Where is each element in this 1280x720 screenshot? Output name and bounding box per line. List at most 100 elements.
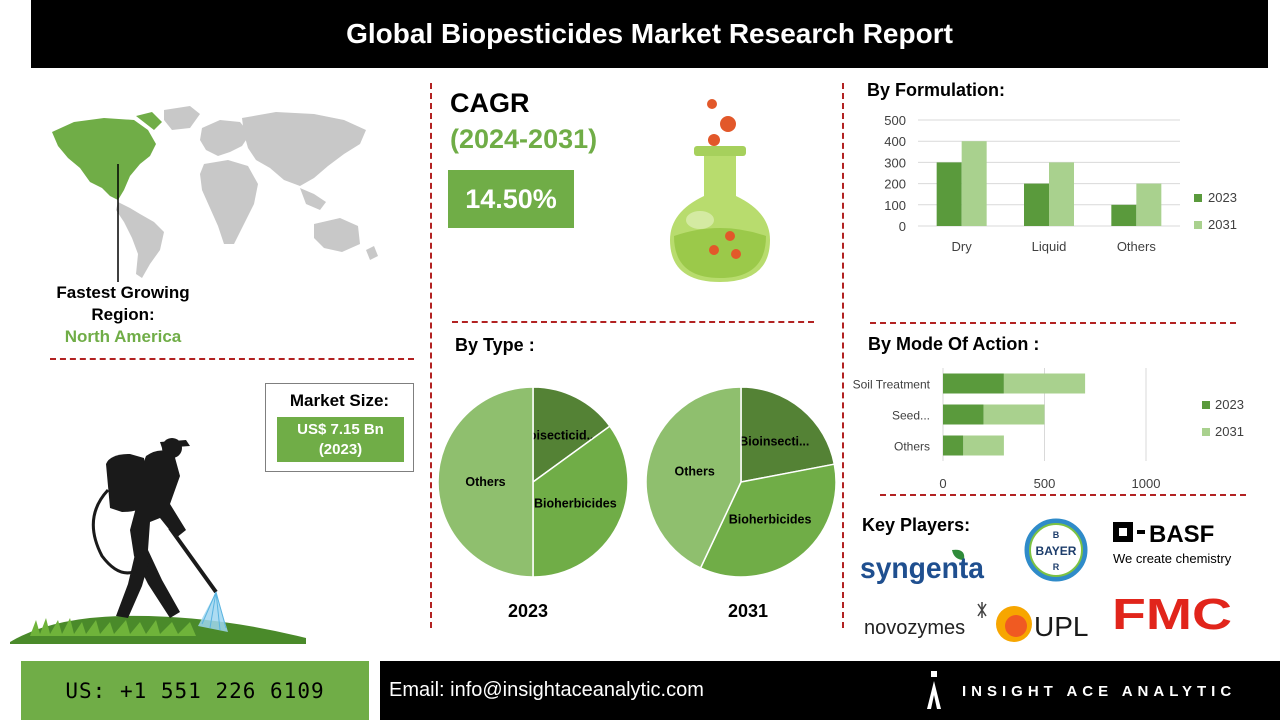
x-tick-label: 500	[1034, 476, 1056, 491]
novozymes-logo: novozymes	[864, 600, 996, 645]
north-america-shape	[52, 118, 156, 200]
bar-2023-2	[943, 435, 964, 456]
formulation-title: By Formulation:	[867, 80, 1005, 100]
upl-logo: UPL	[994, 604, 1090, 649]
bayer-logo-text: BAYER	[1036, 544, 1077, 558]
footer-brand: INSIGHT ACE ANALYTIC	[962, 683, 1237, 700]
divider-region	[50, 358, 414, 360]
pie-slice-1	[699, 463, 837, 578]
australia-shape	[314, 218, 360, 252]
basf-logo: BASF We create chemistry	[1113, 521, 1237, 574]
svg-text:R: R	[1053, 562, 1060, 572]
type-pie-2031: Bioinsecti... Bioherbicides Others	[645, 386, 837, 578]
south-america-shape	[116, 202, 164, 278]
x-tick-label: Liquid	[1032, 239, 1067, 254]
y-tick-label: Seed...	[892, 409, 930, 423]
y-tick-label: 500	[884, 113, 906, 128]
divider-formulation	[870, 322, 1236, 324]
fastest-growing-region: Fastest Growing Region: North America	[36, 282, 210, 348]
bar-2031-liquid	[1049, 162, 1074, 226]
cagr-title: CAGR	[450, 88, 530, 118]
y-tick-label: 0	[899, 219, 906, 234]
y-tick-label: 300	[884, 155, 906, 170]
basf-tagline: We create chemistry	[1113, 551, 1232, 566]
market-size-year: (2023)	[318, 441, 363, 458]
market-size-value: US$ 7.15 Bn (2023)	[277, 417, 404, 462]
bar-2023-others	[1111, 204, 1137, 226]
legend-swatch-2031	[1194, 221, 1202, 229]
bar-2031-2	[963, 435, 1004, 456]
farmer-spraying-illustration	[10, 438, 306, 644]
syngenta-logo: syngenta	[860, 548, 990, 593]
upl-logo-text: UPL	[1034, 611, 1088, 642]
africa-shape	[200, 160, 258, 244]
mode-title: By Mode Of Action :	[868, 334, 1040, 354]
key-players-title: Key Players:	[862, 515, 971, 535]
footer-phone: US: +1 551 226 6109	[21, 661, 369, 720]
pie-label: Bioherbicides	[534, 497, 617, 511]
pie-slice-2	[437, 386, 534, 578]
legend-label-2023: 2023	[1208, 190, 1237, 205]
bar-2031-1	[983, 404, 1045, 425]
basf-logo-text: BASF	[1149, 521, 1214, 548]
pie-label: Bioherbicides	[729, 513, 812, 527]
pie-slice-0	[740, 386, 836, 483]
divider-mode	[880, 494, 1246, 496]
bar-2031-dry	[961, 141, 987, 226]
region-name: North America	[64, 327, 182, 346]
bar-2023-1	[943, 404, 984, 425]
svg-text:B: B	[1053, 530, 1060, 540]
brand-icon	[927, 671, 941, 709]
legend-label-2031: 2031	[1208, 217, 1237, 232]
bar-2023-liquid	[1024, 183, 1049, 226]
market-size-box: Market Size: US$ 7.15 Bn (2023)	[265, 383, 414, 472]
bayer-logo: BAYER B R	[1024, 518, 1088, 587]
legend-swatch-2023	[1202, 401, 1210, 409]
region-label: Fastest Growing Region:	[56, 283, 190, 324]
cagr-value: 14.50%	[448, 170, 574, 228]
europe-shape	[200, 120, 250, 156]
divider-cagr	[452, 321, 814, 323]
pie-year-2023: 2023	[508, 601, 549, 621]
legend-label-2023: 2023	[1215, 397, 1244, 412]
bar-2031-others	[1136, 183, 1162, 226]
market-size-title: Market Size:	[289, 391, 390, 410]
x-tick-label: 1000	[1132, 476, 1161, 491]
market-size-amount: US$ 7.15 Bn	[297, 421, 384, 438]
pie-label: Others	[674, 465, 714, 479]
pie-year-2031: 2031	[728, 601, 769, 621]
fmc-logo-text: FMC	[1112, 591, 1232, 633]
cagr-period: (2024-2031)	[450, 124, 598, 154]
syngenta-logo-text: syngenta	[860, 552, 984, 585]
y-tick-label: Soil Treatment	[853, 378, 931, 392]
novozymes-logo-text: novozymes	[864, 617, 965, 639]
divider-right	[842, 83, 844, 628]
page-title: Global Biopesticides Market Research Rep…	[31, 0, 1268, 68]
flask-illustration	[670, 99, 770, 282]
footer-bar: Email: info@insightaceanalytic.com INSIG…	[380, 661, 1280, 720]
bar-2031-0	[1003, 373, 1086, 394]
fmc-logo: FMC	[1112, 590, 1234, 639]
pie-label: Bioinsecti...	[739, 435, 809, 449]
type-pie-2023: Bioisecticid... Bioherbicides Others	[437, 386, 629, 578]
x-tick-label: Dry	[952, 239, 973, 254]
pie-slice-0	[532, 386, 611, 484]
asia-shape	[242, 112, 366, 186]
formulation-bar-chart: 0 100 200 300 400 500 Dry Liquid Others 2023 2031	[884, 113, 1237, 254]
bar-2023-0	[943, 373, 1004, 394]
type-title: By Type :	[455, 335, 535, 355]
legend-label-2031: 2031	[1215, 424, 1244, 439]
legend-swatch-2031	[1202, 428, 1210, 436]
y-tick-label: 100	[884, 198, 906, 213]
divider-left	[430, 83, 432, 628]
world-map	[52, 106, 378, 282]
x-tick-label: Others	[1117, 239, 1157, 254]
pie-slice-2	[645, 386, 742, 569]
y-tick-label: 400	[884, 134, 906, 149]
y-tick-label: Others	[894, 440, 930, 454]
pie-slice-1	[532, 425, 629, 578]
x-tick-label: 0	[939, 476, 946, 491]
footer-email: Email: info@insightaceanalytic.com	[389, 679, 704, 701]
pie-label: Others	[465, 475, 505, 489]
bar-2023-dry	[936, 162, 962, 226]
